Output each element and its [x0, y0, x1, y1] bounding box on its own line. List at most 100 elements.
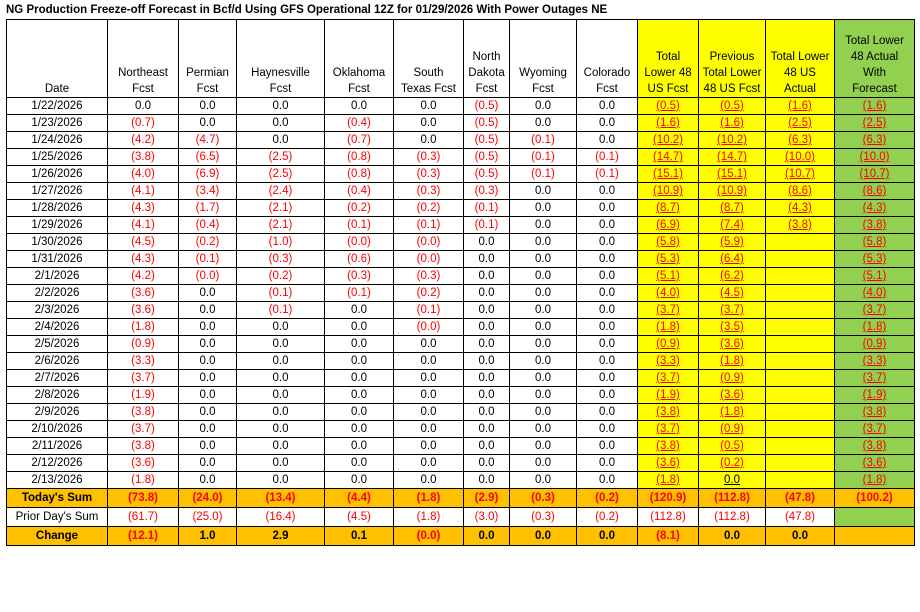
- table-row: 2/10/2026 (3.7) 0.0 0.0 0.0 0.0 0.0 0.0 0.0 (3.7)…: [6, 420, 915, 438]
- cell-oklahoma: (0.2): [324, 199, 394, 217]
- cell-oklahoma: (0.8): [324, 165, 394, 183]
- cell-previous-total-lower48-fcst: (1.8): [698, 352, 766, 370]
- cell-northeast: (4.1): [107, 216, 179, 234]
- cell-total-lower48-actual-with-forecast: (1.9): [834, 386, 915, 404]
- cell-date: 2/12/2026: [6, 454, 108, 472]
- summary-cell-north-dakota: 0.0: [463, 526, 510, 546]
- cell-haynesville: (2.1): [236, 216, 325, 234]
- cell-northeast: (3.3): [107, 352, 179, 370]
- table-row: 2/11/2026 (3.8) 0.0 0.0 0.0 0.0 0.0 0.0 0.0 (3.8)…: [6, 437, 915, 455]
- cell-total-lower48-actual-with-forecast: (3.7): [834, 420, 915, 438]
- cell-date: 2/5/2026: [6, 335, 108, 353]
- cell-date: 1/30/2026: [6, 233, 108, 251]
- cell-colorado: (0.1): [576, 165, 638, 183]
- cell-wyoming: 0.0: [509, 182, 577, 200]
- table-row: 2/8/2026 (1.9) 0.0 0.0 0.0 0.0 0.0 0.0 0.0 (1.9)(…: [6, 386, 915, 404]
- cell-permian: 0.0: [178, 386, 237, 404]
- cell-total-lower48-actual: [765, 250, 835, 268]
- cell-colorado: 0.0: [576, 420, 638, 438]
- cell-colorado: 0.0: [576, 352, 638, 370]
- header-text: US Fcst: [647, 83, 689, 95]
- summary-cell-wyoming: (0.3): [509, 507, 577, 527]
- cell-north-dakota: (0.5): [463, 114, 510, 132]
- freeze-off-forecast-table: Date Northeast Fcst Permian Fcst Haynesville F…: [6, 19, 915, 546]
- header-text: 48 Actual: [850, 51, 899, 63]
- cell-oklahoma: (0.7): [324, 131, 394, 149]
- table-row: 2/3/2026 (3.6) 0.0 (0.1) 0.0 (0.1) 0.0 0.0 0.0 (3…: [6, 301, 915, 319]
- cell-permian: (6.9): [178, 165, 237, 183]
- column-header-north-dakota: North Dakota Fcst: [463, 19, 510, 98]
- summary-cell-permian: (24.0): [178, 488, 237, 508]
- cell-wyoming: (0.1): [509, 165, 577, 183]
- cell-date: 1/29/2026: [6, 216, 108, 234]
- cell-date: 2/13/2026: [6, 471, 108, 489]
- cell-permian: 0.0: [178, 420, 237, 438]
- cell-date: 1/22/2026: [6, 97, 108, 115]
- column-header-northeast: Northeast Fcst: [107, 19, 179, 98]
- cell-total-lower48-actual: [765, 284, 835, 302]
- cell-oklahoma: 0.0: [324, 318, 394, 336]
- cell-permian: (3.4): [178, 182, 237, 200]
- summary-cell-south-texas: (0.0): [393, 526, 464, 546]
- table-row: 1/23/2026 (0.7) 0.0 0.0 (0.4) 0.0 (0.5) 0.0 0.0(…: [6, 114, 915, 132]
- cell-total-lower48-actual-with-forecast: (1.6): [834, 97, 915, 115]
- header-text: Wyoming: [519, 67, 567, 79]
- cell-colorado: 0.0: [576, 199, 638, 217]
- cell-wyoming: 0.0: [509, 403, 577, 421]
- cell-colorado: 0.0: [576, 250, 638, 268]
- cell-northeast: (4.2): [107, 267, 179, 285]
- cell-colorado: 0.0: [576, 284, 638, 302]
- column-header-previous-total-lower48-fcst: Previous Total Lower 48 US Fcst: [698, 19, 766, 98]
- cell-previous-total-lower48-fcst: (1.6): [698, 114, 766, 132]
- cell-total-lower48-fcst: (3.3): [637, 352, 699, 370]
- summary-cell-total-lower48-actual: (47.8): [765, 507, 835, 527]
- cell-permian: 0.0: [178, 403, 237, 421]
- cell-north-dakota: (0.5): [463, 148, 510, 166]
- summary-cell-oklahoma: (4.4): [324, 488, 394, 508]
- cell-north-dakota: 0.0: [463, 437, 510, 455]
- cell-total-lower48-fcst: (10.2): [637, 131, 699, 149]
- cell-oklahoma: 0.0: [324, 454, 394, 472]
- cell-northeast: (3.8): [107, 403, 179, 421]
- cell-total-lower48-fcst: (3.6): [637, 454, 699, 472]
- cell-date: 2/6/2026: [6, 352, 108, 370]
- cell-total-lower48-fcst: (6.9): [637, 216, 699, 234]
- cell-south-texas: 0.0: [393, 437, 464, 455]
- cell-total-lower48-actual: (10.7): [765, 165, 835, 183]
- table-row: 1/28/2026 (4.3) (1.7) (2.1) (0.2) (0.2) (0.1) 0…: [6, 199, 915, 217]
- summary-cell-wyoming: 0.0: [509, 526, 577, 546]
- cell-haynesville: (0.1): [236, 284, 325, 302]
- cell-wyoming: 0.0: [509, 114, 577, 132]
- cell-south-texas: (0.2): [393, 284, 464, 302]
- cell-total-lower48-fcst: (1.6): [637, 114, 699, 132]
- cell-date: 2/9/2026: [6, 403, 108, 421]
- cell-northeast: (0.9): [107, 335, 179, 353]
- cell-previous-total-lower48-fcst: (4.5): [698, 284, 766, 302]
- cell-total-lower48-actual: (8.6): [765, 182, 835, 200]
- cell-colorado: 0.0: [576, 403, 638, 421]
- cell-permian: 0.0: [178, 369, 237, 387]
- cell-south-texas: 0.0: [393, 335, 464, 353]
- summary-cell-colorado: (0.2): [576, 507, 638, 527]
- cell-total-lower48-actual: [765, 386, 835, 404]
- table-row: 1/25/2026 (3.8) (6.5) (2.5) (0.8) (0.3) (0.5)(…: [6, 148, 915, 166]
- cell-total-lower48-fcst: (5.3): [637, 250, 699, 268]
- column-header-total-lower48-fcst: Total Lower 48 US Fcst: [637, 19, 699, 98]
- cell-oklahoma: (0.6): [324, 250, 394, 268]
- cell-south-texas: (0.3): [393, 165, 464, 183]
- cell-total-lower48-fcst: (3.8): [637, 437, 699, 455]
- cell-colorado: 0.0: [576, 369, 638, 387]
- cell-south-texas: (0.3): [393, 148, 464, 166]
- cell-permian: 0.0: [178, 454, 237, 472]
- header-text: Fcst: [196, 83, 219, 95]
- cell-north-dakota: 0.0: [463, 471, 510, 489]
- cell-north-dakota: 0.0: [463, 420, 510, 438]
- table-row: 2/6/2026 (3.3) 0.0 0.0 0.0 0.0 0.0 0.0 0.0 (3.3)(…: [6, 352, 915, 370]
- cell-northeast: (4.2): [107, 131, 179, 149]
- cell-south-texas: (0.3): [393, 182, 464, 200]
- summary-cell-total-lower48-actual: (47.8): [765, 488, 835, 508]
- cell-previous-total-lower48-fcst: (0.5): [698, 97, 766, 115]
- header-text: South: [413, 67, 444, 79]
- table-row: 1/26/2026 (4.0) (6.9) (2.5) (0.8) (0.3) (0.5)(…: [6, 165, 915, 183]
- cell-total-lower48-actual-with-forecast: (1.8): [834, 471, 915, 489]
